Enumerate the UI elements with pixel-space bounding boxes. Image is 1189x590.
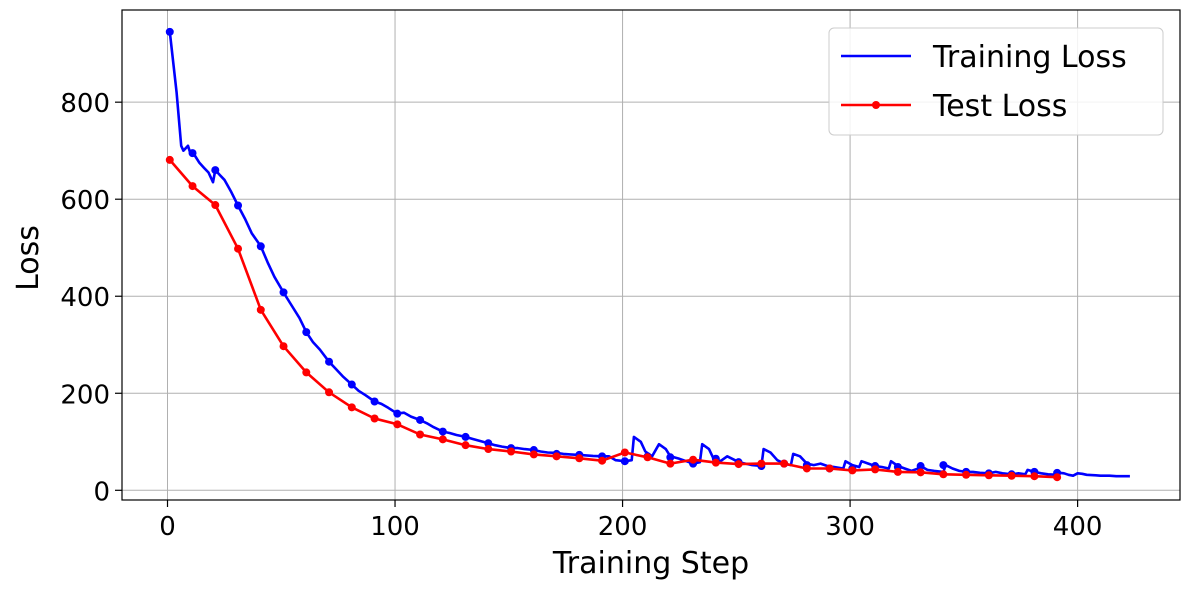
data-point [757, 459, 766, 468]
data-point [620, 457, 629, 466]
data-point [507, 447, 516, 456]
legend-marker [872, 101, 880, 109]
y-tick-label: 400 [60, 283, 110, 313]
data-point [552, 452, 561, 461]
legend-label: Test Loss [932, 89, 1067, 124]
data-point [347, 403, 356, 412]
data-point [302, 368, 311, 377]
data-point [165, 155, 174, 164]
data-point [939, 461, 948, 470]
data-point [416, 415, 425, 424]
data-point [1007, 471, 1016, 480]
data-point [939, 470, 948, 479]
data-point [825, 464, 834, 473]
data-point [962, 470, 971, 479]
data-point [643, 453, 652, 462]
series-layer [165, 27, 1130, 482]
data-point [575, 454, 584, 463]
data-point [734, 460, 743, 469]
plot-frame [121, 9, 1181, 501]
x-tick-label: 100 [370, 512, 420, 542]
data-point [916, 468, 925, 477]
data-point [165, 27, 174, 36]
data-point [484, 445, 493, 454]
data-point [893, 467, 902, 476]
y-tick-label: 0 [93, 477, 110, 507]
data-point [393, 420, 402, 429]
axis-ticks: 0 100 200 300 400 0 200 400 600 800 [60, 89, 1102, 542]
data-point [188, 149, 197, 158]
data-point [279, 342, 288, 351]
data-point [438, 435, 447, 444]
data-point [393, 409, 402, 418]
series-line [168, 159, 1058, 479]
data-point [302, 328, 311, 337]
x-tick-label: 200 [598, 512, 648, 542]
data-point [598, 456, 607, 465]
data-point [188, 182, 197, 191]
data-point [1030, 472, 1039, 481]
y-tick-label: 800 [60, 89, 110, 119]
data-point [438, 427, 447, 436]
data-point [256, 305, 265, 314]
data-point [370, 397, 379, 406]
y-tick-label: 600 [60, 186, 110, 216]
data-point [802, 464, 811, 473]
data-point [689, 455, 698, 464]
data-point [211, 166, 220, 175]
data-point [1053, 473, 1062, 482]
y-tick-label: 200 [60, 380, 110, 410]
data-point [325, 357, 334, 366]
data-point [484, 439, 493, 448]
data-point [666, 459, 675, 468]
data-point [780, 459, 789, 468]
data-point [325, 388, 334, 397]
legend-item: Training Loss [841, 40, 1127, 75]
data-point [916, 462, 925, 471]
data-point [711, 458, 720, 467]
data-point [279, 288, 288, 297]
data-point [848, 466, 857, 475]
data-point [256, 242, 265, 251]
x-axis-label: Training Step [552, 546, 749, 581]
data-point [666, 453, 675, 462]
legend: Training Loss Test Loss [828, 27, 1164, 136]
y-axis-label: Loss [11, 225, 46, 291]
series-test-loss [165, 155, 1062, 482]
data-point [871, 465, 880, 474]
data-point [234, 244, 243, 253]
data-point [984, 471, 993, 480]
legend-label: Training Loss [932, 40, 1127, 75]
legend-item: Test Loss [841, 89, 1067, 124]
data-point [347, 380, 356, 389]
x-tick-label: 300 [825, 512, 875, 542]
data-point [416, 430, 425, 439]
legend-box [828, 27, 1164, 136]
data-point [529, 450, 538, 459]
data-point [620, 448, 629, 457]
data-point [211, 201, 220, 210]
data-point [370, 414, 379, 423]
x-tick-label: 0 [159, 512, 176, 542]
x-tick-label: 400 [1053, 512, 1103, 542]
data-point [234, 201, 243, 210]
data-point [461, 432, 470, 441]
data-point [461, 441, 470, 450]
